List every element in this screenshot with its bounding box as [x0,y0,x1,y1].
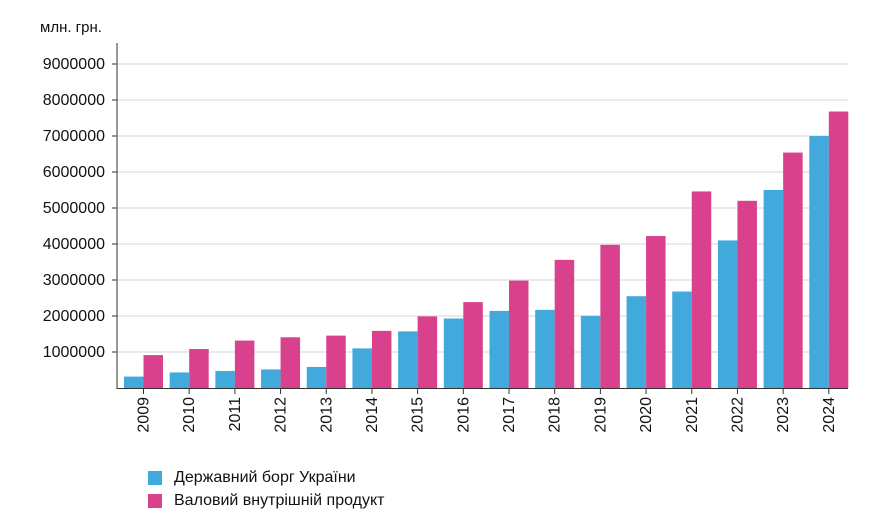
x-tick-label: 2022 [729,397,746,433]
x-tick-label: 2010 [181,397,198,433]
bar-debt [809,136,829,388]
y-axis-label: млн. грн. [40,19,102,36]
legend-item-debt: Державний борг України [148,466,384,489]
bar-debt [169,372,190,388]
bar-debt [672,291,692,388]
bar-debt [443,318,464,388]
bar-debt [398,331,418,388]
y-tick-label: 5000000 [43,200,105,217]
bar-gdp [143,355,163,388]
y-tick-label: 9000000 [43,56,105,73]
bar-debt [124,376,144,388]
x-tick-label: 2023 [775,397,792,433]
x-tick-label: 2021 [684,397,701,433]
y-tick-label: 2000000 [43,308,105,325]
x-tick-label: 2014 [364,397,381,433]
x-tick-label: 2015 [410,397,427,433]
bar-gdp [417,316,438,388]
x-tick-label: 2018 [547,397,564,433]
bar-gdp [509,280,529,388]
x-tick-label: 2012 [273,397,290,433]
bar-gdp [783,152,803,388]
x-tick-label: 2017 [501,397,518,433]
bar-debt [352,348,372,388]
bar-debt [261,369,281,388]
bar-debt [763,190,784,388]
legend-swatch-debt [148,470,162,485]
x-tick-label: 2013 [318,397,335,433]
legend-label-debt: Державний борг України [174,468,356,486]
bar-debt [626,296,647,388]
y-tick-label: 3000000 [43,272,105,289]
bar-gdp [554,259,575,388]
bar-debt [306,366,327,388]
bar-gdp [326,335,346,388]
gridlines [117,63,848,353]
x-tick-label: 2009 [136,397,153,433]
bar-gdp [646,236,666,388]
bar-gdp [463,302,483,388]
bar-debt [580,315,601,388]
bars [124,111,849,389]
bar-debt [489,310,509,388]
y-axis-ticks: 1000000 2000000 3000000 4000000 5000000 60000… [43,56,117,361]
x-axis-ticks: 2009 2010 2011 2012 2013 2014 2015 2016 2017 2018… [136,388,838,433]
bar-gdp [189,349,209,388]
bar-gdp [234,340,255,388]
bar-gdp [737,200,757,388]
x-tick-label: 2016 [455,397,472,433]
legend-swatch-gdp [148,493,162,508]
legend: Державний борг України Валовий внутрішні… [148,466,384,512]
y-tick-label: 1000000 [43,344,105,361]
x-tick-label: 2020 [638,397,655,433]
legend-item-gdp: Валовий внутрішній продукт [148,489,384,512]
bar-debt [535,309,555,388]
y-tick-label: 8000000 [43,92,105,109]
y-tick-label: 7000000 [43,128,105,145]
bar-gdp [828,111,849,389]
y-tick-label: 6000000 [43,164,105,181]
y-tick-label: 4000000 [43,236,105,253]
bar-gdp [691,191,712,388]
legend-label-gdp: Валовий внутрішній продукт [174,491,385,509]
x-tick-label: 2024 [821,397,838,433]
bar-gdp [280,337,301,388]
bar-gdp [371,330,392,388]
x-tick-label: 2019 [592,397,609,433]
bar-debt [215,370,235,388]
x-tick-label: 2011 [227,397,244,432]
bar-gdp [600,244,620,388]
bar-debt [717,240,738,388]
